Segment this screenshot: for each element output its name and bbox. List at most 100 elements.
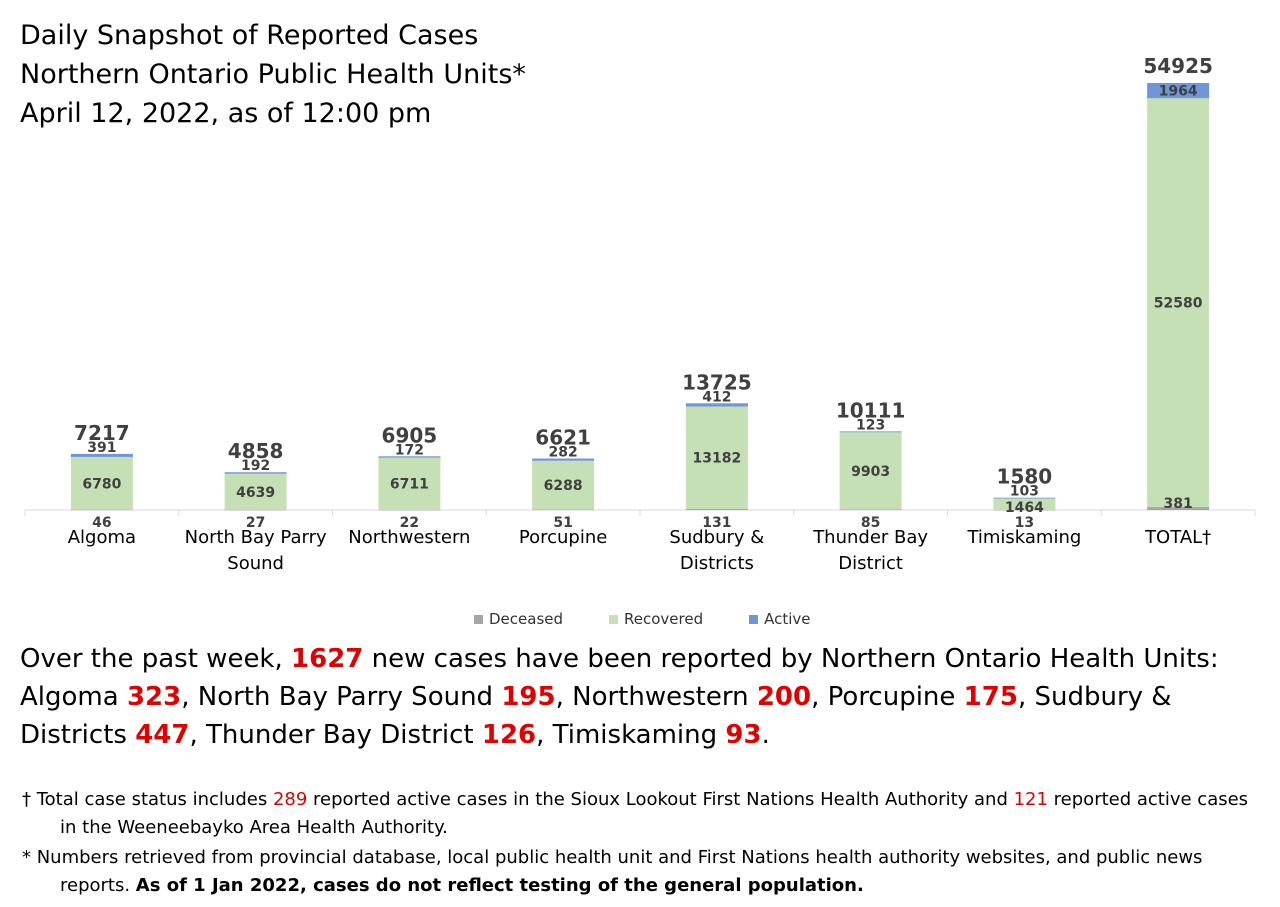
data-label-recovered: 6711 xyxy=(390,477,429,493)
bar-active xyxy=(378,456,441,458)
data-label-recovered: 6780 xyxy=(82,476,121,492)
legend-swatch-recovered xyxy=(609,614,619,624)
legend-swatch-deceased xyxy=(474,614,483,624)
data-label-deceased: 22 xyxy=(400,515,419,531)
bar-deceased xyxy=(70,509,133,511)
x-tick-label: Algoma xyxy=(68,527,136,548)
weekly-summary: Over the past week, 1627 new cases have … xyxy=(20,640,1270,754)
data-label-recovered: 9903 xyxy=(851,464,890,480)
legend-item-active: Active xyxy=(749,610,811,628)
x-tick-label: Porcupine xyxy=(519,527,607,548)
summary-porcupine: 175 xyxy=(963,682,1018,712)
data-label-active: 282 xyxy=(549,445,578,461)
data-label-deceased: 27 xyxy=(246,515,265,531)
bar-recovered xyxy=(224,473,287,510)
bar-recovered xyxy=(993,498,1056,510)
summary-text: . xyxy=(761,720,770,750)
bar-deceased xyxy=(378,509,441,511)
summary-text: , Porcupine xyxy=(811,682,964,712)
bar-recovered xyxy=(1147,98,1210,508)
bar-recovered xyxy=(70,456,133,510)
bar-active xyxy=(839,431,902,433)
footnote-dagger: † Total case status includes 289 reporte… xyxy=(22,786,1252,842)
summary-text: new cases have been reported by Northern… xyxy=(20,644,1219,712)
footnote-weeneebayko-count: 121 xyxy=(1013,789,1048,810)
data-label-active: 172 xyxy=(395,442,424,458)
summary-text: , Sudbury & Districts xyxy=(20,682,1172,750)
data-label-total: 6905 xyxy=(382,423,438,447)
footnote-asterisk: * Numbers retrieved from provincial data… xyxy=(22,844,1252,900)
bar-recovered xyxy=(378,457,441,510)
bar-deceased xyxy=(993,509,1056,511)
footnote-text: reported active cases in the Sioux Looko… xyxy=(307,789,1014,810)
data-label-recovered: 6288 xyxy=(544,478,583,494)
summary-text: , Northwestern xyxy=(555,682,757,712)
bar-active xyxy=(993,497,1056,499)
data-label-deceased: 13 xyxy=(1015,515,1034,531)
data-label-recovered: 1464 xyxy=(1005,500,1044,516)
bar-active xyxy=(532,458,595,461)
summary-thunder-bay: 126 xyxy=(481,720,537,750)
x-tick-label: Sudbury & xyxy=(669,527,764,548)
x-tick-label: TOTAL† xyxy=(1144,527,1211,548)
summary-total-new: 1627 xyxy=(291,644,364,674)
bar-active xyxy=(1147,83,1210,99)
data-label-total: 10111 xyxy=(836,398,906,422)
bar-deceased xyxy=(685,508,748,510)
x-tick-label: District xyxy=(838,553,903,574)
legend-label-active: Active xyxy=(764,610,811,628)
data-label-deceased: 131 xyxy=(702,515,731,531)
data-label-active: 1964 xyxy=(1159,84,1198,100)
summary-northwestern: 200 xyxy=(756,682,812,712)
data-label-recovered: 4639 xyxy=(236,485,275,501)
data-label-recovered: 52580 xyxy=(1154,296,1203,312)
bar-deceased xyxy=(839,509,902,510)
summary-sudbury: 447 xyxy=(135,720,190,750)
data-label-total: 13725 xyxy=(682,370,752,394)
chart-legend: Deceased Recovered Active xyxy=(474,610,857,628)
x-tick-label: Northwestern xyxy=(348,527,470,548)
summary-north-bay: 195 xyxy=(501,682,556,712)
data-label-total: 54925 xyxy=(1143,54,1213,78)
chart-title: Daily Snapshot of Reported Cases Norther… xyxy=(20,16,526,133)
bar-recovered xyxy=(685,406,748,509)
data-label-deceased: 51 xyxy=(553,515,572,531)
data-label-active: 192 xyxy=(241,458,270,474)
footnote-text: * Numbers retrieved from provincial data… xyxy=(22,847,1203,896)
bar-deceased xyxy=(1147,507,1210,510)
bar-recovered xyxy=(839,432,902,510)
title-line-1: Daily Snapshot of Reported Cases xyxy=(20,20,479,51)
footnote-bold-text: As of 1 Jan 2022, cases do not reflect t… xyxy=(135,875,864,896)
footnote-text: † Total case status includes xyxy=(22,789,273,810)
legend-item-recovered: Recovered xyxy=(609,610,703,628)
x-tick-label: Sound xyxy=(227,553,284,574)
data-label-active: 391 xyxy=(87,440,116,456)
bar-deceased xyxy=(532,509,595,511)
data-label-active: 412 xyxy=(702,389,731,405)
summary-algoma: 323 xyxy=(126,682,182,712)
bar-recovered xyxy=(532,460,595,510)
x-tick-label: North Bay Parry xyxy=(185,527,327,548)
legend-label-recovered: Recovered xyxy=(624,610,704,628)
legend-item-deceased: Deceased xyxy=(474,610,563,628)
x-tick-label: Districts xyxy=(680,553,754,574)
footnotes: † Total case status includes 289 reporte… xyxy=(22,786,1252,902)
data-label-recovered: 13182 xyxy=(693,451,742,467)
data-label-total: 7217 xyxy=(74,421,130,445)
data-label-total: 4858 xyxy=(228,439,284,463)
summary-timiskaming: 93 xyxy=(725,720,762,750)
summary-text: Over the past week, xyxy=(20,644,292,674)
bar-deceased xyxy=(224,509,287,511)
footnote-sioux-lookout-count: 289 xyxy=(272,789,308,810)
summary-text: , Timiskaming xyxy=(536,720,726,750)
footnote-text: reported active cases in the Weeneebayko… xyxy=(60,789,1249,838)
bar-active xyxy=(224,472,287,474)
data-label-deceased: 46 xyxy=(92,515,111,531)
bar-active xyxy=(70,453,133,457)
x-tick-label: Thunder Bay xyxy=(812,527,928,548)
summary-text: , Thunder Bay District xyxy=(189,720,482,750)
bar-active xyxy=(685,403,748,407)
title-line-2: Northern Ontario Public Health Units* xyxy=(20,59,526,90)
legend-swatch-active xyxy=(749,614,759,624)
